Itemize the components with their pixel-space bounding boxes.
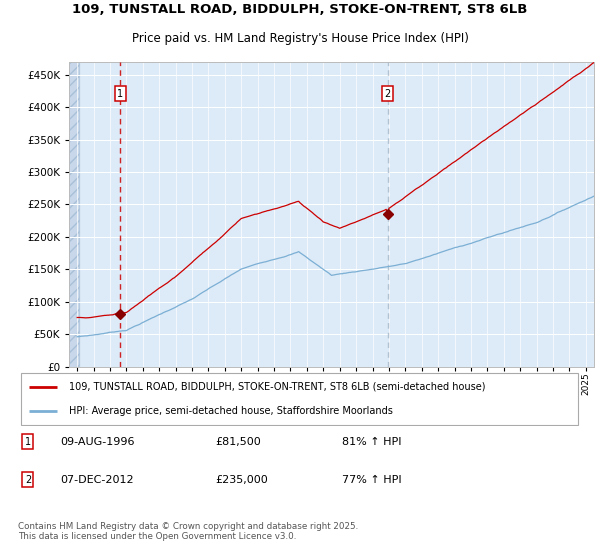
Bar (69, 62, 79, 367)
Text: 1: 1 (25, 437, 31, 447)
Text: 2: 2 (25, 475, 31, 485)
Text: 109, TUNSTALL ROAD, BIDDULPH, STOKE-ON-TRENT, ST8 6LB (semi-detached house): 109, TUNSTALL ROAD, BIDDULPH, STOKE-ON-T… (69, 382, 485, 392)
Text: 77% ↑ HPI: 77% ↑ HPI (342, 475, 402, 485)
Text: 07-DEC-2012: 07-DEC-2012 (60, 475, 134, 485)
Text: 109, TUNSTALL ROAD, BIDDULPH, STOKE-ON-TRENT, ST8 6LB: 109, TUNSTALL ROAD, BIDDULPH, STOKE-ON-T… (73, 3, 527, 16)
Text: £235,000: £235,000 (215, 475, 268, 485)
Text: Contains HM Land Registry data © Crown copyright and database right 2025.
This d: Contains HM Land Registry data © Crown c… (18, 522, 358, 541)
FancyBboxPatch shape (21, 374, 578, 424)
Bar (69, 62, 79, 367)
Text: Price paid vs. HM Land Registry's House Price Index (HPI): Price paid vs. HM Land Registry's House … (131, 32, 469, 45)
Text: 2: 2 (385, 88, 391, 99)
Text: 81% ↑ HPI: 81% ↑ HPI (342, 437, 402, 447)
Text: £81,500: £81,500 (215, 437, 261, 447)
Text: 09-AUG-1996: 09-AUG-1996 (60, 437, 135, 447)
Text: HPI: Average price, semi-detached house, Staffordshire Moorlands: HPI: Average price, semi-detached house,… (69, 405, 392, 416)
Text: 1: 1 (117, 88, 123, 99)
